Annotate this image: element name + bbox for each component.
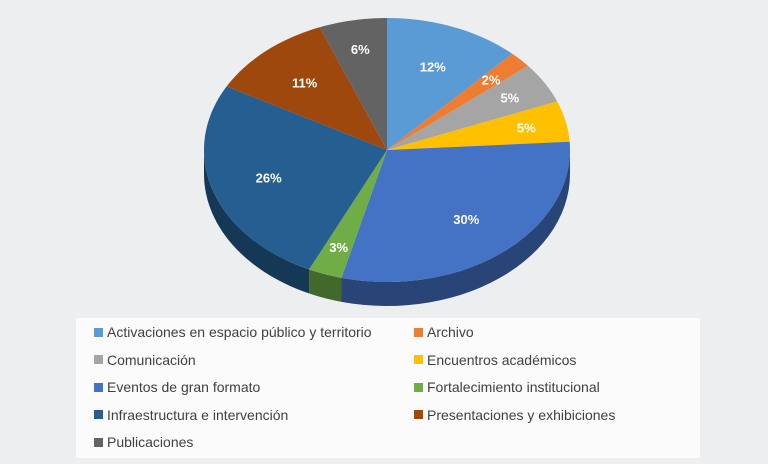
legend-label: Presentaciones y exhibiciones (427, 406, 616, 423)
legend-item: Fortalecimiento institucional (414, 379, 600, 395)
legend-label: Encuentros académicos (427, 351, 577, 368)
data-label: 26% (256, 171, 282, 186)
legend-item: Activaciones en espacio público y territ… (94, 324, 372, 340)
data-label: 2% (482, 73, 501, 88)
legend-item: Infraestructura e intervención (94, 407, 288, 423)
legend-item: Comunicación (94, 352, 196, 368)
legend-label: Fortalecimiento institucional (427, 379, 600, 395)
pie-slice (204, 86, 387, 270)
legend-swatch (94, 327, 103, 337)
legend-label: Publicaciones (107, 434, 194, 450)
data-label: 6% (351, 42, 370, 57)
legend: Activaciones en espacio público y territ… (76, 318, 700, 458)
data-label: 3% (329, 240, 348, 255)
pie-slice (387, 53, 529, 151)
pie-slice (341, 141, 570, 282)
legend-swatch (414, 327, 423, 337)
legend-item: Presentaciones y exhibiciones (414, 407, 615, 423)
pie-slice (309, 150, 387, 278)
legend-label: Infraestructura e intervención (107, 406, 289, 423)
legend-item: Encuentros académicos (414, 352, 576, 368)
pie-slice (319, 18, 387, 150)
legend-label: Comunicación (107, 351, 196, 368)
legend-item: Archivo (414, 324, 474, 340)
pie-slice (387, 101, 570, 150)
data-label: 30% (453, 212, 479, 227)
legend-item: Publicaciones (94, 434, 193, 450)
pie-side-4 (341, 150, 570, 306)
legend-label: Eventos de gran formato (107, 379, 261, 395)
legend-item: Eventos de gran formato (94, 379, 260, 395)
legend-swatch (94, 382, 103, 392)
pie-slice (387, 18, 513, 150)
data-label: 5% (517, 121, 536, 136)
legend-swatch (414, 410, 423, 419)
legend-label: Activaciones en espacio público y territ… (107, 324, 372, 340)
legend-swatch (414, 355, 423, 364)
pie-side-5 (309, 269, 342, 302)
pie-chart: 12% 2% 5% 5% 30% 3% 26% 11% 6% (204, 18, 570, 306)
legend-swatch (414, 382, 423, 392)
data-label: 12% (420, 60, 446, 75)
pie-slice (387, 65, 558, 150)
pie-slice (226, 27, 387, 151)
pie-side-6 (204, 150, 310, 294)
legend-label: Archivo (427, 324, 474, 340)
legend-swatch (94, 410, 103, 419)
data-label: 5% (500, 91, 519, 106)
legend-swatch (94, 437, 103, 447)
legend-swatch (94, 355, 103, 364)
data-label: 11% (292, 76, 318, 91)
